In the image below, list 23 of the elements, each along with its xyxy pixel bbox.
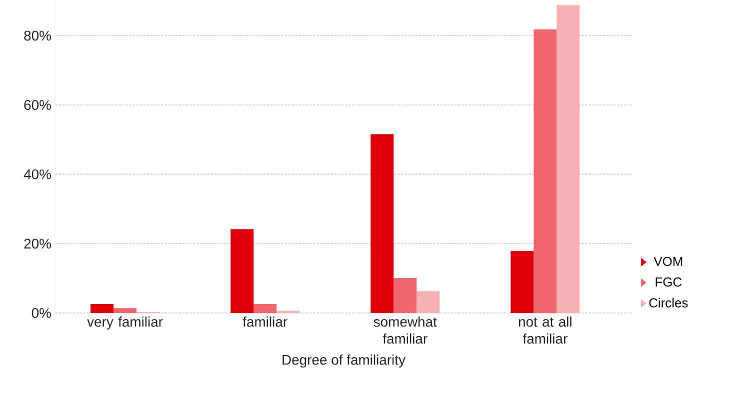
bar (254, 304, 277, 313)
bar (510, 250, 534, 313)
bar (90, 304, 114, 313)
y-tick-label: 40% (24, 169, 51, 180)
bar (114, 308, 137, 313)
x-tick-label: familiar (242, 316, 288, 327)
y-tick-label: 80% (24, 30, 51, 41)
bar (556, 5, 580, 313)
bar (370, 134, 394, 313)
x-tick-label: somewhat familiar (374, 316, 437, 344)
legend-label: FGC (656, 277, 682, 287)
legend-label: VOM (654, 256, 682, 266)
bar (416, 291, 440, 313)
bar (534, 29, 557, 313)
x-axis-title: Degree of familiarity (282, 354, 406, 368)
x-tick-label: not at all familiar (518, 316, 572, 344)
y-tick-label: 20% (24, 238, 51, 249)
y-tick-label: 0% (32, 308, 51, 318)
x-tick-label: very familiar (87, 316, 163, 330)
legend-label: Circles (649, 298, 688, 308)
bar (394, 278, 417, 313)
bar (230, 229, 254, 313)
y-tick-label: 60% (24, 100, 51, 110)
